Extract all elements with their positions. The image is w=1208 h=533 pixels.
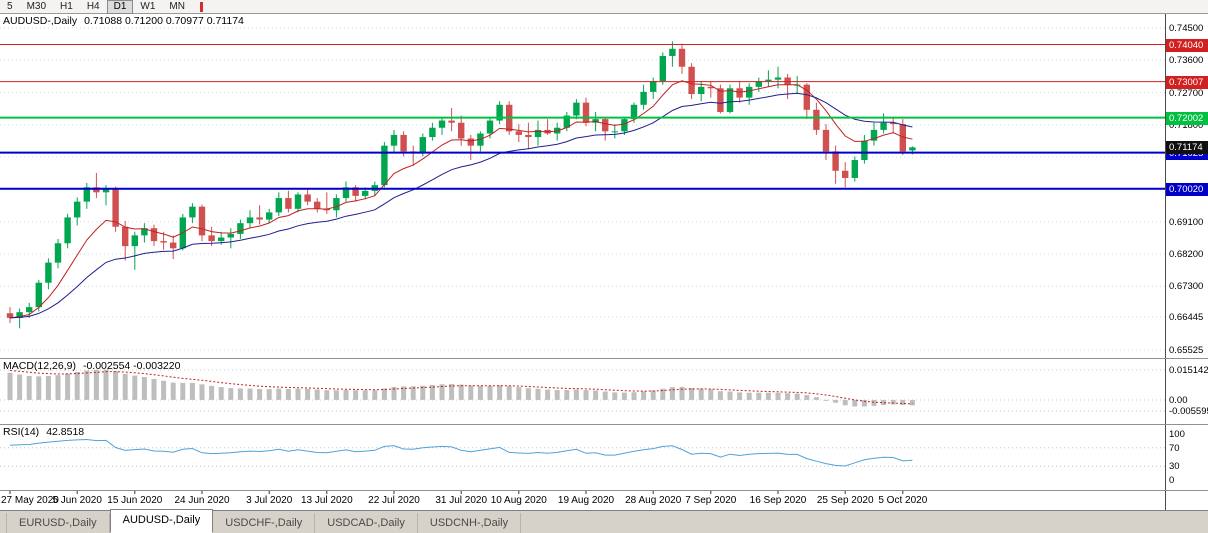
rsi-panel-separator[interactable]	[0, 424, 1208, 425]
ma-fast-line	[9, 80, 913, 319]
price-scale-label: 0.71800	[1169, 120, 1204, 131]
price-scale-label: 0.66445	[1169, 312, 1204, 323]
rsi-scale-label: 70	[1169, 443, 1180, 454]
chart-tab-usdchf-daily[interactable]: USDCHF-,Daily	[213, 513, 316, 533]
price-scale-label: 0.69100	[1169, 217, 1204, 228]
svg-text:10 Aug 2020: 10 Aug 2020	[491, 495, 548, 506]
chart-tabs-bar: EURUSD-,Daily AUDUSD-,Daily USDCHF-,Daily U…	[0, 509, 1208, 533]
svg-text:5 Jun 2020: 5 Jun 2020	[52, 495, 102, 506]
level-price-badge: 0.74040	[1166, 39, 1208, 52]
rsi-name: RSI(14)	[3, 426, 40, 438]
svg-text:27 May 2020: 27 May 2020	[1, 495, 59, 506]
price-scale-label: 0.74500	[1169, 23, 1204, 34]
timeframe-button-d1[interactable]: D1	[106, 0, 134, 14]
rsi-scale-label: 30	[1169, 461, 1180, 472]
svg-text:16 Sep 2020: 16 Sep 2020	[750, 495, 807, 506]
svg-text:7 Sep 2020: 7 Sep 2020	[685, 495, 737, 506]
chart-region: 27 May 2020 5 Jun 2020 15 Jun 2020 24 Jun 2…	[0, 14, 1208, 510]
macd-scale-label: 0.00	[1169, 395, 1188, 406]
chart-symbol-label: AUDUSD-,Daily	[3, 15, 78, 27]
rsi-scale-label: 100	[1169, 429, 1185, 440]
time-axis-separator	[0, 490, 1208, 491]
price-scale-label: 0.73600	[1169, 55, 1204, 66]
level-price-badge: 0.73007	[1166, 76, 1208, 89]
chart-title: AUDUSD-,Daily 0.71088 0.71200 0.70977 0.7…	[3, 15, 244, 27]
rsi-scale-label: 0	[1169, 475, 1175, 486]
toolbar-red-marker-icon	[199, 1, 203, 12]
rsi-value: 42.8518	[46, 426, 85, 438]
price-scale-label: 0.68200	[1169, 249, 1204, 260]
macd-name: MACD(12,26,9)	[3, 360, 76, 372]
macd-scale-label: 0.015142	[1169, 365, 1208, 376]
current-price-badge: 0.71174	[1166, 141, 1208, 154]
timeframe-buttons: 5 M30 H1 H4 D1 W1 MN	[0, 0, 192, 14]
svg-text:25 Sep 2020: 25 Sep 2020	[817, 495, 874, 506]
timeframe-button-w1[interactable]: W1	[140, 0, 156, 12]
chart-tab-usdcnh-daily[interactable]: USDCNH-,Daily	[418, 513, 522, 533]
price-scale-axis[interactable]: 0.745000.736000.727000.718000.709000.700…	[1165, 14, 1208, 510]
candlestick-series	[6, 41, 916, 329]
price-scale-label: 0.72700	[1169, 88, 1204, 99]
horizontal-level-lines[interactable]	[0, 44, 1165, 190]
svg-text:24 Jun 2020: 24 Jun 2020	[174, 495, 229, 506]
macd-signal-line	[9, 370, 913, 405]
timeframe-toolbar: 5 M30 H1 H4 D1 W1 MN	[0, 0, 1208, 14]
macd-panel-separator[interactable]	[0, 358, 1208, 359]
price-scale-label: 0.67300	[1169, 281, 1204, 292]
chart-tab-audusd-daily[interactable]: AUDUSD-,Daily	[109, 509, 214, 533]
svg-text:22 Jul 2020: 22 Jul 2020	[368, 495, 420, 506]
macd-indicator-label: MACD(12,26,9) -0.002554 -0.003220	[3, 360, 180, 372]
timeframe-button-h4[interactable]: H4	[86, 0, 100, 12]
ma-slow-line	[9, 92, 913, 319]
macd-scale-label: -0.005595	[1169, 406, 1208, 417]
rsi-line	[9, 438, 913, 467]
timeframe-button-5[interactable]: 5	[7, 0, 13, 12]
svg-text:19 Aug 2020: 19 Aug 2020	[558, 495, 615, 506]
level-price-badge: 0.70020	[1166, 183, 1208, 196]
price-scale-label: 0.65525	[1169, 345, 1204, 356]
chart-tab-usdcad-daily[interactable]: USDCAD-,Daily	[315, 513, 418, 533]
timeframe-button-m30[interactable]: M30	[26, 0, 47, 12]
timeframe-button-mn[interactable]: MN	[169, 0, 185, 12]
rsi-indicator-label: RSI(14) 42.8518	[3, 426, 84, 438]
macd-histogram	[7, 369, 915, 407]
chart-ohlc-values: 0.71088 0.71200 0.70977 0.71174	[84, 15, 244, 27]
svg-text:15 Jun 2020: 15 Jun 2020	[107, 495, 162, 506]
svg-text:5 Oct 2020: 5 Oct 2020	[878, 495, 927, 506]
svg-text:28 Aug 2020: 28 Aug 2020	[625, 495, 682, 506]
macd-values: -0.002554 -0.003220	[82, 360, 181, 372]
svg-text:31 Jul 2020: 31 Jul 2020	[435, 495, 487, 506]
svg-text:3 Jul 2020: 3 Jul 2020	[246, 495, 293, 506]
svg-text:13 Jul 2020: 13 Jul 2020	[301, 495, 353, 506]
chart-tab-eurusd-daily[interactable]: EURUSD-,Daily	[6, 513, 110, 533]
level-price-badge: 0.72002	[1166, 112, 1208, 125]
timeframe-button-h1[interactable]: H1	[60, 0, 73, 12]
